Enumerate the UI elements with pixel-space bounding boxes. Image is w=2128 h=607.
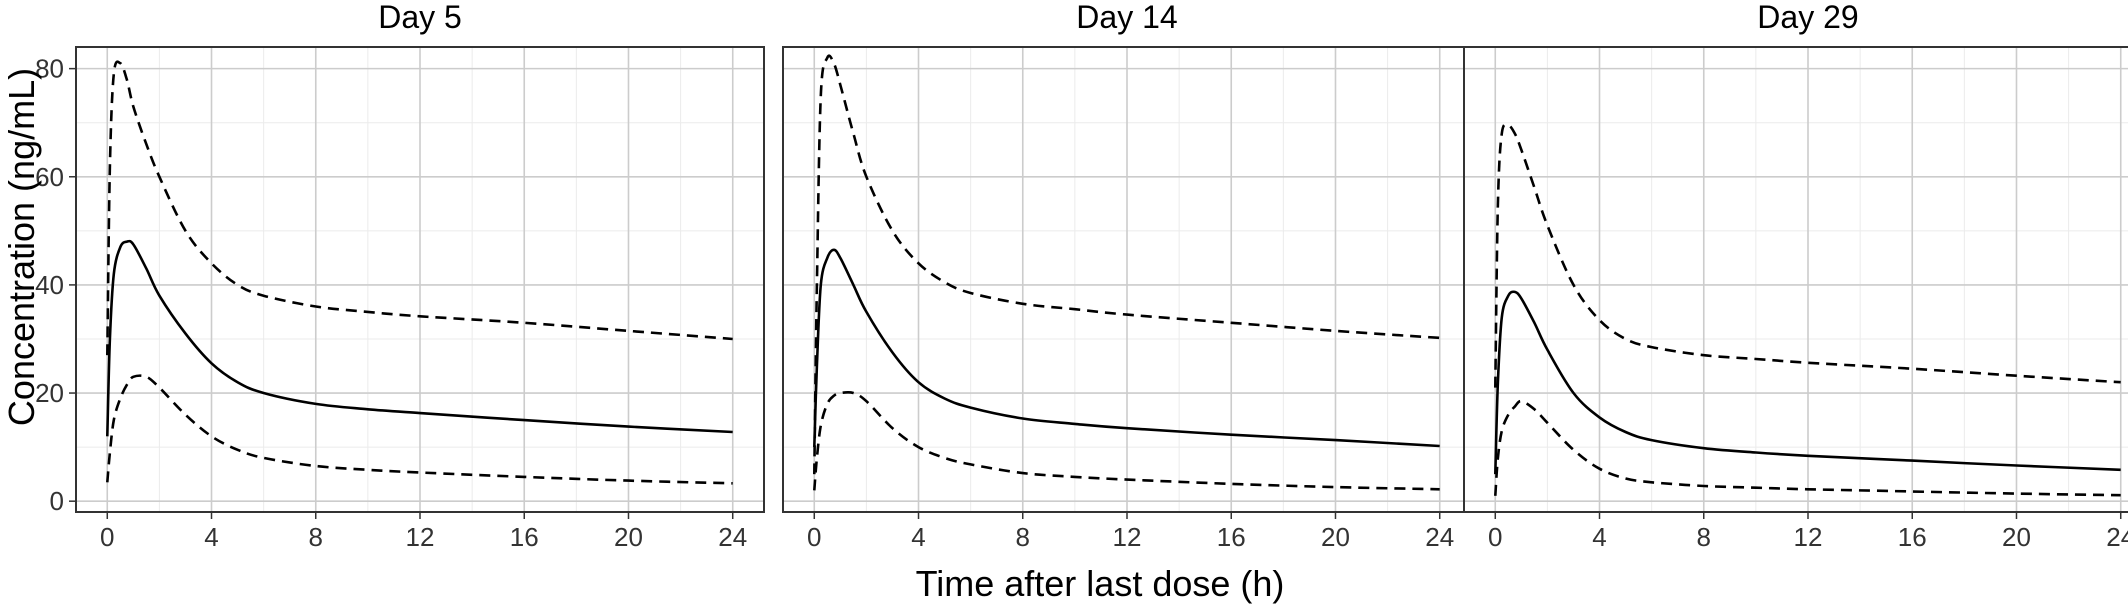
x-tick-label: 20 <box>2002 522 2031 552</box>
x-tick-label: 20 <box>1321 522 1350 552</box>
median-line <box>813 248 1440 448</box>
x-tick-label: 8 <box>1697 522 1711 552</box>
x-tick-label: 8 <box>309 522 323 552</box>
x-tick-label: 12 <box>1794 522 1823 552</box>
x-tick-label: 4 <box>911 522 925 552</box>
x-tick-label: 0 <box>807 522 821 552</box>
panel-title: Day 5 <box>378 0 462 35</box>
x-tick-label: 24 <box>718 522 747 552</box>
x-tick-label: 12 <box>406 522 435 552</box>
plot-background <box>1464 47 2128 512</box>
lower-bound-line <box>1494 399 2121 497</box>
x-tick-label: 8 <box>1016 522 1030 552</box>
lower-bound-line <box>813 391 1440 491</box>
y-tick-label: 20 <box>35 378 64 408</box>
y-tick-label: 40 <box>35 270 64 300</box>
y-tick-label: 0 <box>50 486 64 516</box>
panels: Day 5 Day 14 Day 29 <box>75 0 2128 513</box>
panel-day-5: Day 5 <box>75 0 765 513</box>
median-line <box>1494 290 2121 475</box>
y-tick-label: 60 <box>35 162 64 192</box>
panel-day-14: Day 14 <box>782 0 1472 513</box>
x-tick-label: 20 <box>614 522 643 552</box>
x-tick-label: 16 <box>1217 522 1246 552</box>
x-tick-label: 4 <box>204 522 218 552</box>
y-axis: 0 20 40 60 80 <box>35 54 76 516</box>
x-tick-label: 0 <box>1488 522 1502 552</box>
x-tick-label: 24 <box>1425 522 1454 552</box>
median-line <box>106 239 733 437</box>
panel-title: Day 29 <box>1757 0 1858 35</box>
y-tick-label: 80 <box>35 54 64 84</box>
x-tick-label: 0 <box>100 522 114 552</box>
upper-bound-line <box>106 60 733 356</box>
y-axis-title: Concentration (ng/mL) <box>1 68 42 426</box>
x-axis-title: Time after last dose (h) <box>916 563 1285 604</box>
x-tick-label: 16 <box>510 522 539 552</box>
x-tick-label: 24 <box>2106 522 2128 552</box>
x-axes: 0 4 8 12 16 20 24 0 4 8 12 16 20 24 0 4 8 12 16 20 24 <box>100 512 2128 552</box>
x-tick-label: 16 <box>1898 522 1927 552</box>
panel-day-29: Day 29 <box>1463 0 2128 513</box>
upper-bound-line <box>1494 123 2121 388</box>
x-tick-label: 4 <box>1592 522 1606 552</box>
upper-bound-line <box>813 54 1440 475</box>
panel-title: Day 14 <box>1076 0 1177 35</box>
x-tick-label: 12 <box>1113 522 1142 552</box>
